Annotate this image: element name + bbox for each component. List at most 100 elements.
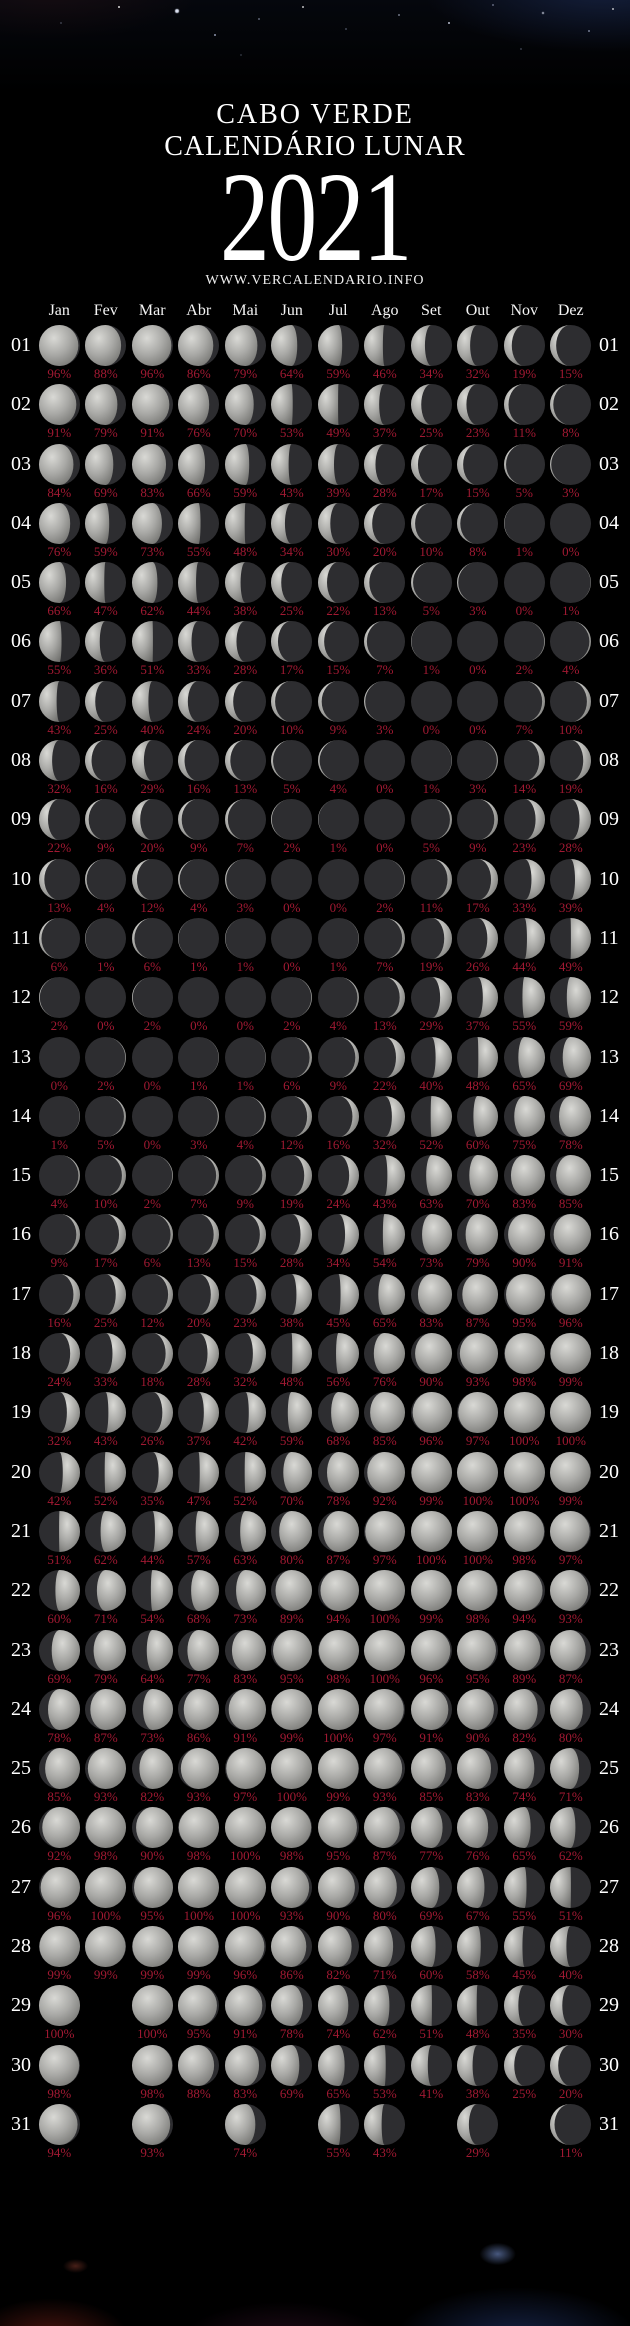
illumination-percent: 43%	[93, 1433, 118, 1449]
day-number-right: 29	[599, 1994, 619, 2017]
moon-cell: 32%	[455, 324, 502, 381]
moon-graphic	[85, 1807, 127, 1849]
illumination-percent: 1%	[190, 1077, 208, 1093]
illumination-percent: 3%	[376, 721, 394, 737]
moon-cell: 1%	[408, 739, 455, 796]
illumination-percent: 59%	[558, 1018, 583, 1034]
moon-phase-icon	[270, 1629, 313, 1672]
moon-graphic	[178, 799, 220, 841]
moon-phase-icon	[177, 1154, 220, 1197]
moon-phase-icon	[317, 1629, 360, 1672]
day-number-left: 04	[11, 511, 31, 534]
moon-graphic	[271, 1036, 313, 1078]
moon-cell: 0%	[129, 1095, 176, 1152]
moon-phase-icon	[38, 443, 81, 486]
moon-cell: 64%	[129, 1629, 176, 1686]
day-number-right: 11	[599, 926, 619, 949]
moon-phase-icon	[224, 798, 267, 841]
moon-cell: 0%	[269, 858, 316, 915]
moon-phase-icon	[224, 1095, 267, 1138]
moon-graphic	[131, 1570, 173, 1612]
day-number-right: 20	[599, 1460, 619, 1483]
illumination-percent: 92%	[372, 1492, 397, 1508]
moon-phase-icon	[177, 383, 220, 426]
illumination-percent: 62%	[140, 603, 165, 619]
moon-graphic	[410, 1866, 452, 1908]
moon-phase-icon	[270, 1451, 313, 1494]
illumination-percent: 12%	[140, 899, 165, 915]
moon-cell: 53%	[362, 2044, 409, 2101]
moon-cell: 1%	[83, 917, 130, 974]
moon-phase-icon	[84, 1332, 127, 1375]
illumination-percent: 68%	[326, 1433, 351, 1449]
moon-graphic	[224, 1570, 266, 1612]
moon-phase-icon	[503, 561, 546, 604]
moon-graphic	[317, 1748, 359, 1790]
moon-cell: 8%	[548, 383, 595, 440]
illumination-percent: 7%	[376, 958, 394, 974]
moon-phase-icon	[177, 1984, 220, 2027]
moon-phase-icon	[270, 1273, 313, 1316]
illumination-percent: 91%	[419, 1729, 444, 1745]
moon-cell: 29%	[129, 739, 176, 796]
moon-cell: 93%	[362, 1747, 409, 1804]
moon-cell: 92%	[362, 1451, 409, 1508]
illumination-percent: 83%	[465, 1789, 490, 1805]
moon-phase-icon	[224, 1569, 267, 1612]
day-number-left: 24	[11, 1697, 31, 1720]
moon-graphic	[550, 1214, 592, 1256]
illumination-percent: 87%	[558, 1670, 583, 1686]
moon-phase-icon	[410, 620, 453, 663]
moon-graphic	[224, 384, 266, 426]
moon-cell: 20%	[176, 1273, 223, 1330]
moon-phase-icon	[549, 2103, 592, 2146]
moon-cell: 17%	[269, 620, 316, 677]
moon-phase-icon	[270, 1747, 313, 1790]
illumination-percent: 16%	[47, 1314, 72, 1330]
illumination-percent: 0%	[283, 899, 301, 915]
moon-graphic	[224, 324, 266, 367]
moon-cell	[176, 2103, 223, 2160]
moon-cell: 83%	[408, 1273, 455, 1330]
moon-graphic	[410, 977, 452, 1019]
moon-phase-icon	[410, 1984, 453, 2027]
moon-phase-icon	[84, 443, 127, 486]
moon-cell: 56%	[315, 1332, 362, 1389]
moon-phase-icon	[84, 1629, 127, 1672]
illumination-percent: 0%	[236, 1018, 254, 1034]
illumination-percent: 54%	[372, 1255, 397, 1271]
illumination-percent: 45%	[512, 1967, 537, 1983]
illumination-percent: 70%	[465, 1196, 490, 1212]
illumination-percent: 9%	[469, 840, 487, 856]
moon-cell: 91%	[548, 1213, 595, 1270]
illumination-percent: 60%	[419, 1967, 444, 1983]
moon-graphic	[550, 1688, 592, 1730]
moon-graphic	[364, 1214, 406, 1256]
illumination-percent: 15%	[233, 1255, 258, 1271]
moon-phase-icon	[270, 1213, 313, 1256]
moon-phase-icon	[503, 1629, 546, 1672]
moon-phase-icon	[410, 739, 453, 782]
moon-graphic	[457, 1570, 499, 1612]
moon-cell: 91%	[36, 383, 83, 440]
moon-graphic	[550, 1036, 592, 1078]
moon-cell: 16%	[36, 1273, 83, 1330]
illumination-percent: 66%	[47, 603, 72, 619]
moon-cell: 14%	[501, 739, 548, 796]
moon-phase-icon	[38, 1213, 81, 1256]
moon-phase-icon	[317, 1925, 360, 1968]
illumination-percent: 24%	[326, 1196, 351, 1212]
illumination-percent: 0%	[50, 1077, 68, 1093]
moon-phase-icon	[410, 1925, 453, 1968]
day-row-12: 12 2% 0% 2% 0% 0% 2% 4% 13% 29% 37% 55% 59% 12	[0, 976, 630, 1035]
moon-graphic	[410, 1451, 452, 1493]
illumination-percent: 17%	[279, 662, 304, 678]
moon-cell: 87%	[83, 1688, 130, 1745]
moon-phase-icon	[177, 680, 220, 723]
moon-cell: 99%	[36, 1925, 83, 1982]
day-row-13: 13 0% 2% 0% 1% 1% 6% 9% 22% 40% 48% 65% 69% 13	[0, 1036, 630, 1095]
moon-cell: 97%	[362, 1688, 409, 1745]
day-number-left: 25	[11, 1757, 31, 1780]
moon-graphic	[178, 1510, 220, 1552]
day-number-right: 30	[599, 2053, 619, 2076]
